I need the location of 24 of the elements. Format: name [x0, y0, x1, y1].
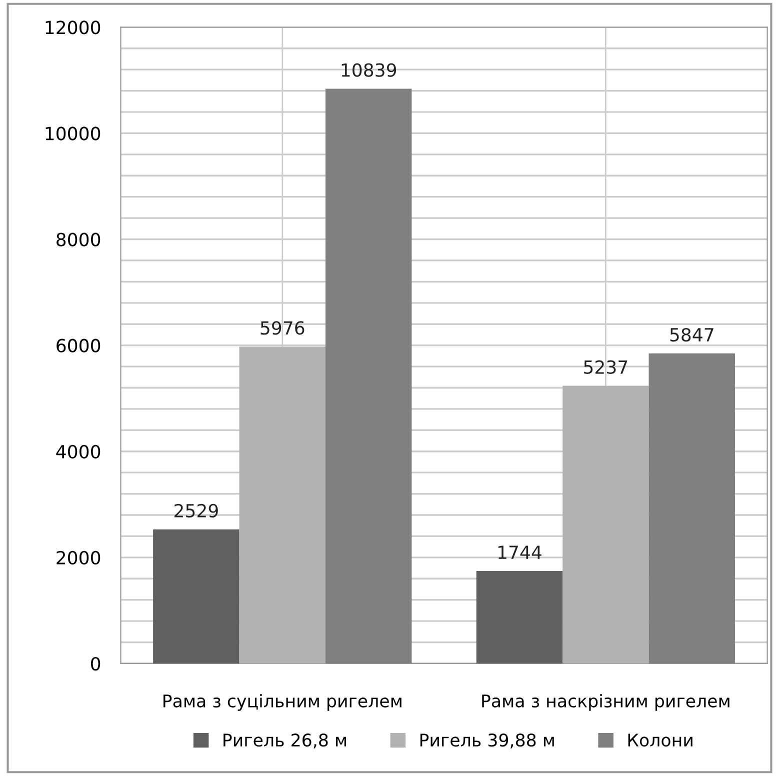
data-label: 10839 — [342, 63, 396, 77]
y-tick-label: 10000 — [46, 126, 100, 140]
y-tick-label: 2000 — [56, 550, 100, 565]
data-label: 5847 — [670, 328, 714, 342]
bar — [153, 529, 240, 664]
bar — [239, 346, 326, 664]
data-label: 5976 — [260, 321, 304, 335]
data-label: 5237 — [584, 360, 628, 374]
legend-label: Ригель 26,8 м — [224, 734, 346, 748]
data-label: 1744 — [498, 546, 542, 559]
x-tick-label: Рама з наскрізним ригелем — [482, 694, 730, 711]
legend-label: Колони — [628, 734, 692, 747]
y-tick-label: 6000 — [56, 338, 100, 352]
bar — [325, 88, 412, 664]
bar — [476, 571, 563, 664]
y-tick-label: 8000 — [56, 232, 100, 246]
y-tick-label: 12000 — [46, 20, 100, 34]
bar — [648, 353, 735, 664]
legend-label: Ригель 39,88 м — [420, 734, 554, 748]
x-tick-label: Рама з суцільним ригелем — [164, 694, 402, 711]
y-tick-label: 4000 — [56, 444, 100, 458]
data-label: 2529 — [174, 504, 218, 518]
bar — [562, 386, 649, 664]
y-tick-label: 0 — [91, 656, 100, 671]
